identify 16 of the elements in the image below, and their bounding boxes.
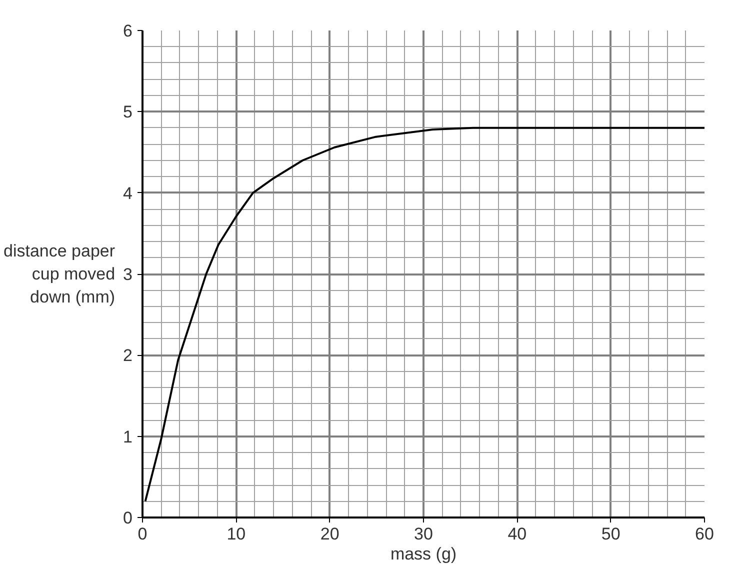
x-tick-label: 60 <box>695 524 714 544</box>
y-tick-label: 3 <box>123 265 133 284</box>
y-axis-title: distance paper cup moved down (mm) <box>4 242 116 306</box>
x-axis-title: mass (g) <box>390 544 457 564</box>
y-tick-label: 0 <box>123 508 133 528</box>
x-tick-label: 40 <box>508 524 527 544</box>
x-tick-label: 0 <box>138 524 148 544</box>
y-tick-label: 4 <box>123 184 133 203</box>
x-tick-label: 30 <box>414 524 433 544</box>
y-tick-label: 1 <box>123 427 133 446</box>
x-tick-label: 50 <box>601 524 620 544</box>
x-tick-label: 10 <box>226 524 246 544</box>
x-tick-label: 20 <box>320 524 340 544</box>
y-tick-label: 5 <box>123 102 133 122</box>
y-tick-label: 2 <box>123 346 133 366</box>
y-tick-label: 6 <box>123 22 133 40</box>
